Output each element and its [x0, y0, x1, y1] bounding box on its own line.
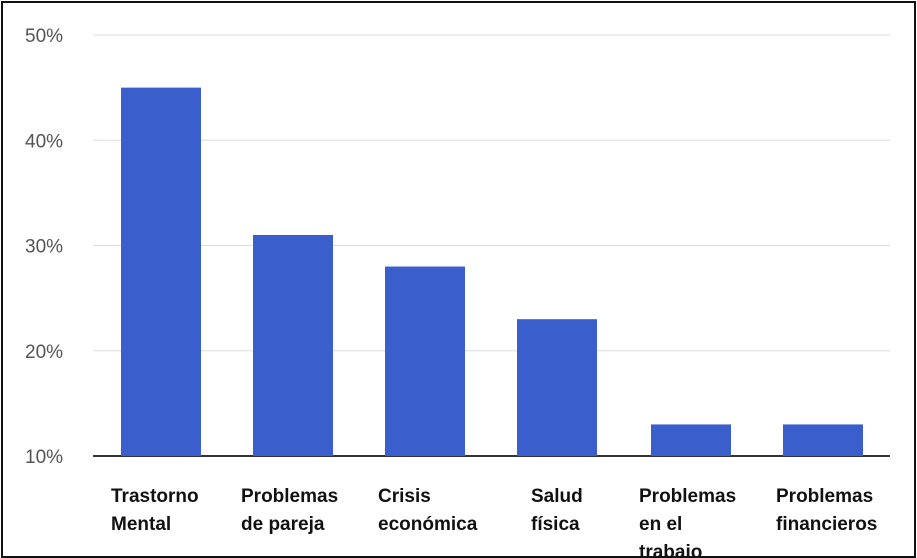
x-category-label: Crisis: [378, 486, 431, 507]
x-category-label: Salud: [531, 486, 583, 507]
x-category-label: en el: [639, 514, 682, 535]
y-tick-label: 30%: [25, 237, 63, 258]
bar: [253, 234, 333, 456]
bar: [783, 424, 863, 456]
x-category-label: económica: [378, 514, 478, 535]
x-category-label: física: [531, 514, 580, 535]
x-category-label: Trastorno: [111, 486, 199, 507]
x-category-label: Problemas: [639, 486, 736, 507]
bar: [121, 87, 201, 456]
x-category-label: financieros: [776, 514, 877, 535]
bar-chart: 10% 20% 30% 40% 50% Trastorno Mental Problemas d…: [25, 26, 890, 556]
bar: [385, 266, 465, 456]
y-tick-label: 20%: [25, 342, 63, 363]
y-tick-label: 10%: [25, 447, 63, 468]
x-category-label: de pareja: [241, 514, 325, 535]
x-category-label: Problemas: [241, 486, 338, 507]
bar: [517, 319, 597, 456]
y-tick-label: 50%: [25, 26, 63, 47]
x-category-label: Problemas: [776, 486, 873, 507]
x-category-label: Mental: [111, 514, 171, 535]
y-tick-label: 40%: [25, 131, 63, 152]
x-category-label: trabajo: [639, 542, 702, 556]
bar: [651, 424, 731, 456]
